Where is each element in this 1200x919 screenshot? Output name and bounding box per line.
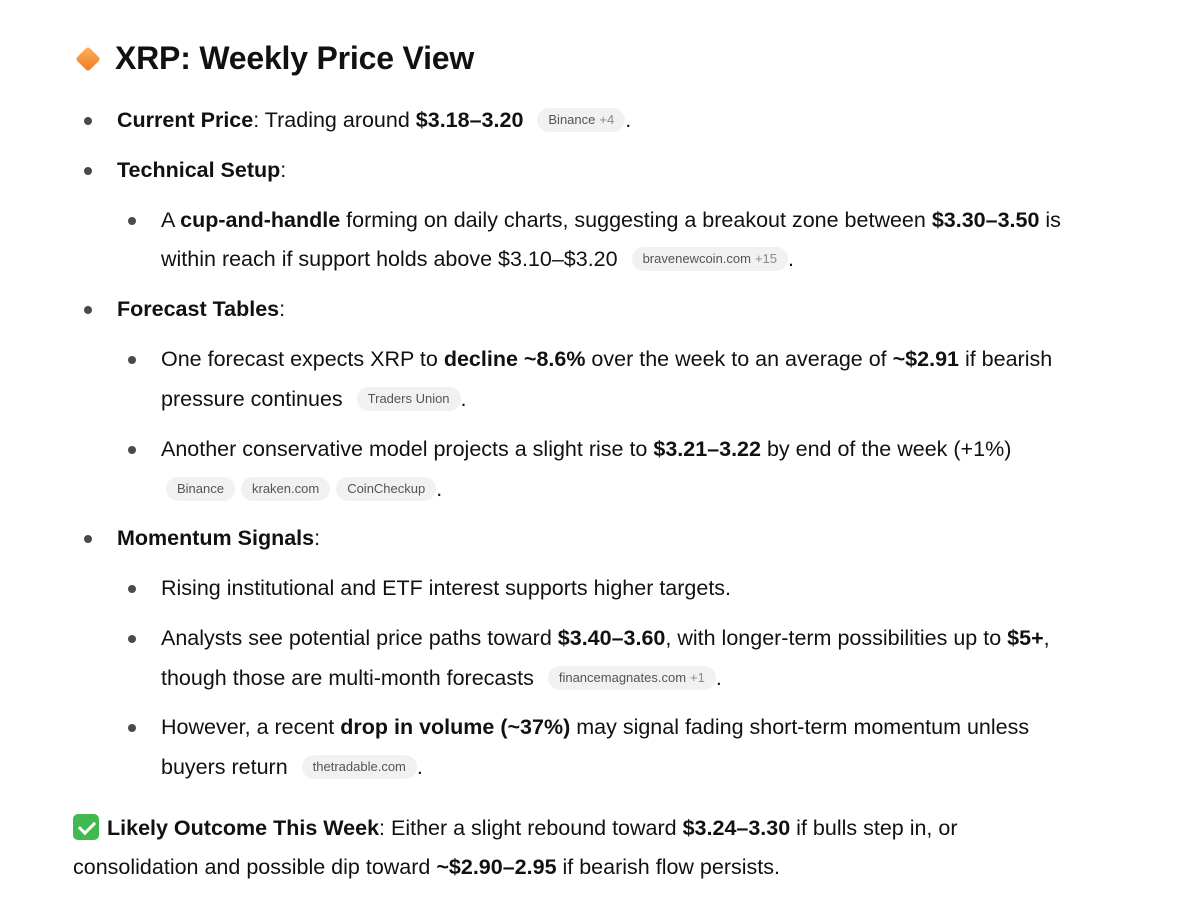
source-chip-financemagnates[interactable]: financemagnates.com +1 <box>547 666 716 690</box>
forecast-item-2-line-1: Another conservative model projects a sl… <box>161 437 1012 461</box>
source-chip-bravenewcoin[interactable]: bravenewcoin.com +15 <box>631 247 789 271</box>
bullet-momentum-item-2 <box>128 635 136 643</box>
bullet-technical-setup <box>84 167 92 175</box>
bullet-momentum-signals <box>84 535 92 543</box>
bullet-current-price <box>84 117 92 125</box>
current-price-line: Current Price: Trading around $3.18–3.20… <box>117 108 632 132</box>
source-chip-binance-2[interactable]: Binance <box>166 477 235 501</box>
bullet-momentum-item-3 <box>128 724 136 732</box>
momentum-item-2-line-1: Analysts see potential price paths towar… <box>161 626 1050 650</box>
forecast-item-1-line-1: One forecast expects XRP to decline ~8.6… <box>161 347 1053 371</box>
momentum-signals-heading: Momentum Signals: <box>117 526 321 550</box>
momentum-item-1: Rising institutional and ETF interest su… <box>161 576 732 600</box>
momentum-item-3-line-1: However, a recent drop in volume (~37%) … <box>161 715 1030 739</box>
forecast-item-1-line-2: pressure continues Traders Union. <box>161 387 467 411</box>
current-price-label: Current Price <box>117 108 254 132</box>
orange-diamond-icon <box>75 46 101 72</box>
bullet-technical-item-1 <box>128 217 136 225</box>
current-price-value: $3.18–3.20 <box>415 108 524 132</box>
forecast-tables-heading: Forecast Tables: <box>117 297 286 321</box>
source-chip-binance[interactable]: Binance +4 <box>537 108 626 132</box>
bullet-forecast-tables <box>84 306 92 314</box>
bullet-forecast-item-1 <box>128 356 136 364</box>
current-price-text: Trading around <box>259 108 416 132</box>
bullet-momentum-item-1 <box>128 585 136 593</box>
green-checkmark-icon <box>73 814 99 840</box>
technical-setup-heading: Technical Setup: <box>117 158 287 182</box>
source-chip-thetradable[interactable]: thetradable.com <box>301 755 417 779</box>
momentum-item-2-line-2: though those are multi-month forecasts f… <box>161 666 722 690</box>
page-title-text: XRP: Weekly Price View <box>115 40 475 76</box>
outcome-line-1: Likely Outcome This Week: Either a sligh… <box>73 814 958 842</box>
outcome-label: Likely Outcome This Week <box>107 816 380 840</box>
bullet-forecast-item-2 <box>128 446 136 454</box>
outcome-line-2: consolidation and possible dip toward ~$… <box>73 855 780 879</box>
forecast-item-2-chips: Binance kraken.com CoinCheckup. <box>158 475 442 503</box>
momentum-item-3-line-2: buyers return thetradable.com. <box>161 755 423 779</box>
source-chip-coincheckup[interactable]: CoinCheckup <box>336 477 437 501</box>
source-chip-traders-union[interactable]: Traders Union <box>356 387 461 411</box>
technical-item-1-line-2: within reach if support holds above $3.1… <box>161 247 795 271</box>
technical-item-1-line-1: A cup-and-handle forming on daily charts… <box>161 208 1061 232</box>
source-chip-kraken[interactable]: kraken.com <box>240 477 331 501</box>
page-title: XRP: Weekly Price View <box>75 40 474 77</box>
